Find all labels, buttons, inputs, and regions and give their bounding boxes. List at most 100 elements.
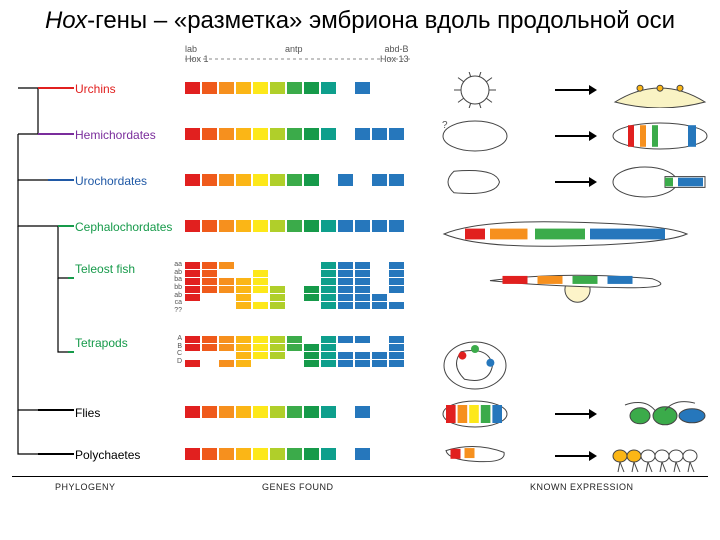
gene-cell bbox=[338, 174, 353, 186]
gene-cell bbox=[219, 360, 234, 367]
gene-cell bbox=[185, 174, 200, 186]
gene-cell bbox=[253, 406, 268, 418]
gene-cell bbox=[185, 360, 200, 367]
gene-cell bbox=[185, 262, 200, 269]
gene-cell bbox=[202, 336, 217, 343]
gene-cell bbox=[287, 448, 302, 460]
bottom-rule bbox=[12, 476, 708, 477]
gene-cell bbox=[389, 352, 404, 359]
gene-cell bbox=[355, 360, 370, 367]
gene-cell bbox=[389, 278, 404, 285]
gene-cell bbox=[321, 294, 336, 301]
gene-cell bbox=[338, 294, 353, 301]
taxon-label: Cephalochordates bbox=[75, 220, 172, 234]
gene-row-labels: aaabbabbabca?? bbox=[167, 261, 182, 315]
arrow-icon bbox=[555, 135, 595, 137]
gene-cell bbox=[202, 278, 217, 285]
gene-cell bbox=[253, 344, 268, 351]
gene-cell bbox=[355, 302, 370, 309]
gene-cell bbox=[236, 174, 251, 186]
gene-cell bbox=[372, 302, 387, 309]
arrow-icon bbox=[555, 413, 595, 415]
gene-cell bbox=[321, 336, 336, 343]
gene-cell bbox=[321, 286, 336, 293]
gene-cell bbox=[304, 448, 319, 460]
page-title: Нох-гены – «разметка» эмбриона вдоль про… bbox=[0, 0, 720, 38]
gene-cell bbox=[389, 344, 404, 351]
gene-cell bbox=[185, 278, 200, 285]
gene-cell bbox=[270, 302, 285, 309]
gene-cell bbox=[355, 352, 370, 359]
svg-text:?: ? bbox=[442, 120, 448, 131]
taxon-label: Polychaetes bbox=[75, 448, 140, 462]
gene-cell bbox=[236, 82, 251, 94]
gene-cell bbox=[270, 128, 285, 140]
gene-cell bbox=[270, 286, 285, 293]
gene-cell bbox=[185, 448, 200, 460]
gene-cell bbox=[355, 220, 370, 232]
gene-cell bbox=[355, 406, 370, 418]
gene-cell bbox=[219, 344, 234, 351]
gene-cell bbox=[338, 360, 353, 367]
gene-cell bbox=[338, 352, 353, 359]
gene-cell bbox=[304, 220, 319, 232]
gene-cell bbox=[287, 406, 302, 418]
gene-cell bbox=[372, 294, 387, 301]
gene-cell bbox=[389, 220, 404, 232]
gene-cell bbox=[321, 352, 336, 359]
gene-cell bbox=[202, 286, 217, 293]
taxon-label: Urchins bbox=[75, 82, 116, 96]
gene-cell bbox=[219, 128, 234, 140]
gene-cell bbox=[185, 220, 200, 232]
gene-cell bbox=[253, 302, 268, 309]
gene-cell bbox=[321, 360, 336, 367]
gene-cell bbox=[372, 352, 387, 359]
gene-cell bbox=[321, 406, 336, 418]
gene-cell bbox=[253, 174, 268, 186]
gene-cell bbox=[253, 128, 268, 140]
gene-cell bbox=[355, 286, 370, 293]
gene-cell bbox=[185, 128, 200, 140]
gene-cell bbox=[185, 294, 200, 301]
gene-cell bbox=[219, 278, 234, 285]
gene-cell bbox=[236, 220, 251, 232]
gene-cell bbox=[202, 128, 217, 140]
gene-cell bbox=[236, 344, 251, 351]
gene-cell bbox=[287, 344, 302, 351]
gene-cell bbox=[219, 448, 234, 460]
gene-cell bbox=[321, 278, 336, 285]
gene-cell bbox=[219, 406, 234, 418]
gene-cell bbox=[338, 262, 353, 269]
gene-cell bbox=[236, 352, 251, 359]
gene-cell bbox=[236, 336, 251, 343]
gene-cell bbox=[253, 448, 268, 460]
arrow-icon bbox=[555, 181, 595, 183]
gene-cell bbox=[287, 82, 302, 94]
gene-cell bbox=[287, 128, 302, 140]
gene-cell bbox=[185, 336, 200, 343]
gene-cell bbox=[253, 336, 268, 343]
gene-cell bbox=[236, 278, 251, 285]
gene-cell bbox=[270, 406, 285, 418]
gene-cell bbox=[338, 278, 353, 285]
gene-cell bbox=[219, 336, 234, 343]
gene-cell bbox=[219, 220, 234, 232]
gene-cell bbox=[219, 82, 234, 94]
gene-row-labels: ABCD bbox=[167, 335, 182, 366]
taxon-label: Teleost fish bbox=[75, 262, 135, 276]
genes-col-mid: antp bbox=[285, 44, 303, 54]
gene-cell bbox=[389, 302, 404, 309]
gene-cell bbox=[321, 448, 336, 460]
taxon-label: Urochordates bbox=[75, 174, 147, 188]
gene-cell bbox=[304, 286, 319, 293]
gene-cell bbox=[253, 278, 268, 285]
gene-cell bbox=[202, 220, 217, 232]
gene-cell bbox=[270, 82, 285, 94]
gene-cell bbox=[185, 286, 200, 293]
gene-cell bbox=[202, 174, 217, 186]
axis-phylogeny: PHYLOGENY bbox=[55, 482, 116, 492]
genes-header-rule bbox=[185, 58, 410, 64]
gene-cell bbox=[389, 286, 404, 293]
gene-cell bbox=[236, 448, 251, 460]
gene-cell bbox=[270, 448, 285, 460]
